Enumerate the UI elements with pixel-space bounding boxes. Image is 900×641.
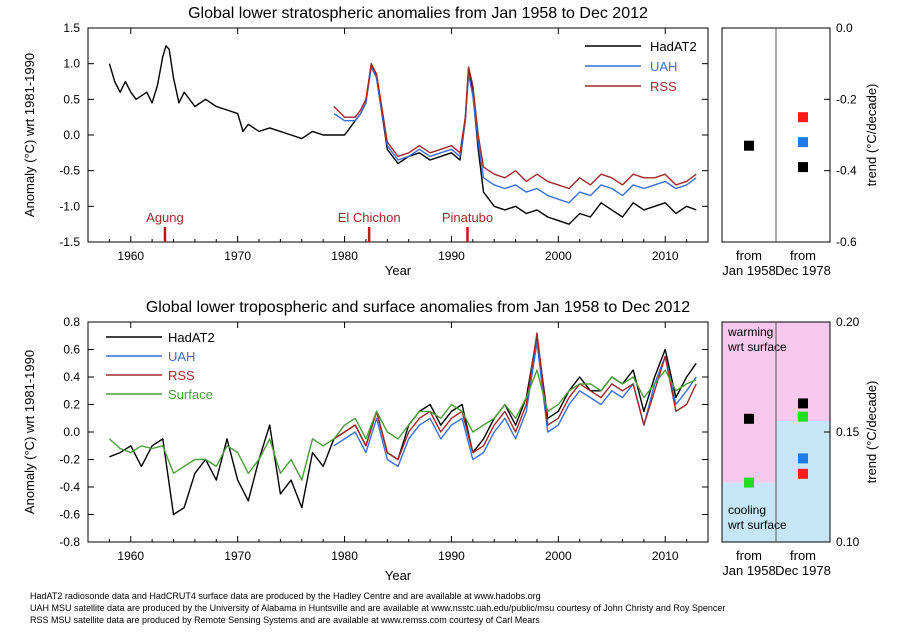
event-label: Pinatubo: [442, 210, 493, 225]
trend-point-hadat2: [798, 398, 808, 409]
legend-label-rss: RSS: [650, 79, 677, 94]
series-line-uah: [333, 66, 697, 204]
trend-point-hadat2: [744, 140, 754, 151]
y-tick-label: -0.2: [59, 453, 80, 467]
chart-title: Global lower tropospheric and surface an…: [146, 299, 690, 316]
y-tick-label: -0.8: [59, 535, 80, 549]
footer-line-hadley: HadAT2 radiosonde data and HadCRUT4 surf…: [30, 591, 541, 601]
x-tick-label: 1960: [117, 249, 144, 263]
y-axis-label: Anomaly (°C) wrt 1981-1990: [22, 53, 37, 217]
cooling-region-label: cooling wrt surface: [727, 503, 787, 532]
x-tick-label: 1960: [117, 549, 144, 563]
trend-panel-trop-trend: warming wrt surface cooling wrt surface 0.10…: [721, 315, 879, 578]
trend-tick-label: -0.2: [836, 92, 857, 106]
legend-label-hadat2: HadAT2: [650, 39, 697, 54]
x-tick-label: 1990: [438, 249, 465, 263]
x-tick-label: 1990: [438, 549, 465, 563]
trend-axis-label: trend (°C/decade): [864, 381, 879, 484]
event-label: El Chichon: [338, 210, 401, 225]
trend-point-uah: [798, 137, 808, 148]
cooling-region: [722, 482, 776, 542]
x-tick-label: 2010: [652, 549, 679, 563]
y-axis-label: Anomaly (°C) wrt 1981-1990: [22, 350, 37, 514]
trend-category-label: from Dec 1978: [775, 248, 831, 278]
footer-line-uah: UAH MSU satellite data are produced by t…: [30, 603, 726, 613]
y-tick-label: -0.5: [59, 164, 80, 178]
series-line-hadat2: [108, 45, 697, 225]
y-tick-label: 0.8: [63, 315, 80, 329]
trend-category-label: from Jan 1958: [722, 548, 776, 578]
x-tick-label: 2000: [545, 549, 572, 563]
legend-label-uah: UAH: [168, 349, 195, 364]
y-tick-label: 1.0: [63, 57, 80, 71]
chart-panel-strat-anomaly: Global lower stratospheric anomalies fro…: [22, 5, 709, 278]
x-axis-label: Year: [385, 263, 412, 278]
x-tick-label: 2010: [652, 249, 679, 263]
footer-credits: HadAT2 radiosonde data and HadCRUT4 surf…: [30, 590, 725, 626]
trend-point-rss: [798, 112, 808, 123]
y-tick-label: -1.0: [59, 199, 80, 213]
warming-region-label: warming wrt surface: [727, 325, 787, 354]
series-line-rss: [333, 63, 697, 190]
y-tick-label: 0.4: [63, 370, 80, 384]
trend-point-hadat2: [744, 413, 754, 424]
chart-panel-trop-anomaly: Global lower tropospheric and surface an…: [22, 299, 709, 583]
trend-tick-label: -0.6: [836, 235, 857, 249]
y-tick-label: 0.0: [63, 425, 80, 439]
y-tick-label: -0.6: [59, 508, 80, 522]
chart-title: Global lower stratospheric anomalies fro…: [188, 5, 648, 22]
trend-point-surface: [798, 411, 808, 422]
x-tick-label: 1970: [224, 249, 251, 263]
x-tick-label: 1970: [224, 549, 251, 563]
series-line-hadat2: [109, 335, 697, 516]
legend-label-rss: RSS: [168, 368, 195, 383]
x-tick-label: 1980: [331, 249, 358, 263]
event-label: Agung: [146, 210, 184, 225]
trend-category-label: from Dec 1978: [775, 548, 831, 578]
y-tick-label: -1.5: [59, 235, 80, 249]
y-tick-label: 0.6: [63, 343, 80, 357]
y-tick-label: -0.4: [59, 480, 80, 494]
y-tick-label: 0.5: [63, 92, 80, 106]
cooling-region: [776, 421, 830, 542]
footer-line-rss: RSS MSU satellite data are produced by R…: [30, 615, 540, 625]
legend-label-uah: UAH: [650, 59, 677, 74]
trend-tick-label: -0.4: [836, 164, 857, 178]
trend-panel-strat-trend: -0.6 -0.4 -0.2 0.0 trend (°C/decade) from Jan …: [721, 21, 879, 278]
legend-label-surface: Surface: [168, 387, 213, 402]
trend-point-hadat2: [798, 162, 808, 173]
trend-tick-label: 0.10: [836, 535, 860, 549]
y-tick-label: 0.0: [63, 128, 80, 142]
trend-point-surface: [744, 477, 754, 488]
x-tick-label: 2000: [545, 249, 572, 263]
trend-tick-label: 0.20: [836, 315, 860, 329]
y-tick-label: 0.2: [63, 398, 80, 412]
series-line-surface: [108, 369, 697, 481]
trend-point-uah: [798, 453, 808, 464]
trend-category-label: from Jan 1958: [722, 248, 776, 278]
trend-tick-label: 0.0: [836, 21, 853, 35]
trend-tick-label: 0.15: [836, 425, 860, 439]
legend-label-hadat2: HadAT2: [168, 330, 215, 345]
x-axis-label: Year: [385, 568, 412, 583]
series-line-rss: [333, 332, 697, 461]
y-tick-label: 1.5: [63, 21, 80, 35]
x-tick-label: 1980: [331, 549, 358, 563]
trend-point-rss: [798, 468, 808, 479]
trend-axis-label: trend (°C/decade): [864, 84, 879, 187]
warming-region: [722, 322, 776, 483]
